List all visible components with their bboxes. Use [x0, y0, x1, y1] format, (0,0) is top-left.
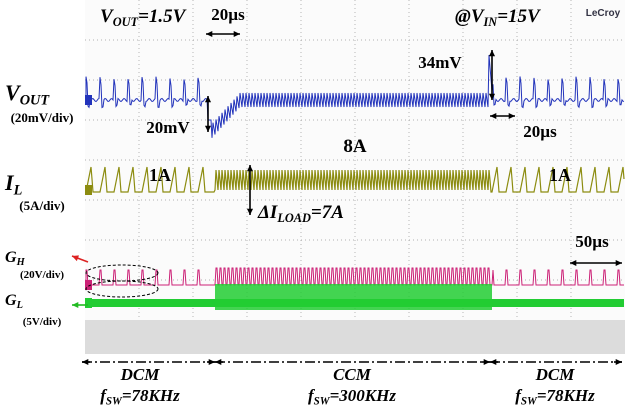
arrow-head: [616, 359, 622, 365]
channel-scale: (5V/div): [23, 316, 62, 328]
mode-name: DCM: [120, 365, 161, 384]
ripple-label: 34mV: [418, 53, 462, 72]
load-step-label-sub: LOAD: [276, 211, 311, 225]
channel-scale: (20V/div): [20, 269, 64, 281]
mode-frequency-rest: =300KHz: [330, 386, 397, 405]
arrow-head: [215, 359, 221, 365]
channel-label-sub: OUT: [20, 92, 51, 108]
arrow-head: [209, 359, 215, 365]
time-label: 20µs: [211, 5, 245, 24]
channel-marker: [85, 185, 92, 195]
mode-frequency: fSW=78KHz: [100, 386, 180, 406]
figure: VOUT=1.5V@VIN=15VLeCroyVOUT(20mV/div)IL(…: [0, 0, 625, 406]
load-step-label-rest: =7A: [311, 202, 344, 223]
channel-label-sub: H: [16, 257, 26, 268]
time-label: 50µs: [575, 232, 609, 251]
current-label: 8A: [343, 136, 367, 157]
channel-marker: [85, 298, 92, 308]
channel-label-sub: L: [13, 182, 23, 198]
vin-title-rest: =15V: [497, 6, 541, 27]
arrow-head: [82, 359, 88, 365]
mode-frequency-rest: =78KHz: [537, 386, 595, 405]
mode-name: DCM: [535, 365, 576, 384]
info-bar: [85, 320, 625, 354]
vin-title: @VIN=15V: [455, 6, 541, 29]
gl-trace-ccm: [215, 284, 492, 310]
mode-frequency-sub: SW: [314, 395, 331, 406]
brand: LeCroy: [586, 8, 621, 19]
load-step-label-pre: ΔI: [257, 202, 278, 223]
mode-frequency: fSW=300KHz: [308, 386, 396, 406]
time-label: 20µs: [523, 122, 557, 141]
channel-scale: (5A/div): [19, 198, 65, 213]
channel-label: GL: [5, 292, 23, 311]
channel-label: VOUT: [5, 80, 50, 108]
mode-frequency-sub: SW: [106, 395, 123, 406]
channel-scale: (20mV/div): [11, 110, 74, 125]
channel-label: GH: [5, 249, 26, 268]
channel-label-main: G: [5, 292, 17, 309]
channel-label-main: G: [5, 249, 17, 266]
current-label: 1A: [549, 165, 571, 185]
arrow-head: [490, 359, 496, 365]
channel-label-sub: L: [16, 300, 23, 311]
vout-title-rest: =1.5V: [138, 6, 187, 27]
drop-label: 20mV: [146, 118, 190, 137]
vin-title-sub: IN: [483, 15, 499, 29]
mode-name: CCM: [333, 365, 372, 384]
current-label: 1A: [149, 165, 171, 185]
arrow-head: [484, 359, 490, 365]
mode-frequency-rest: =78KHz: [122, 386, 180, 405]
channel-label: IL: [4, 170, 23, 198]
mode-frequency-sub: SW: [521, 395, 538, 406]
vin-title-pre: @: [455, 6, 471, 27]
arrow-head: [72, 302, 78, 308]
mode-frequency: fSW=78KHz: [515, 386, 595, 406]
vout-title-sub: OUT: [113, 15, 139, 29]
channel-marker: [85, 95, 92, 105]
